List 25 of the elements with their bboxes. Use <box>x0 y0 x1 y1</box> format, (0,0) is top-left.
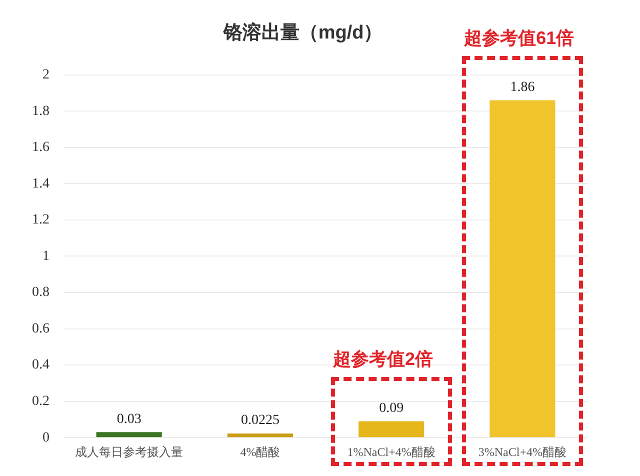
y-tick-label: 1.8 <box>32 104 50 119</box>
y-tick-label: 1 <box>42 248 50 264</box>
data-label: 1.86 <box>510 80 535 95</box>
y-tick-label: 0.2 <box>32 394 50 409</box>
bar <box>358 421 424 438</box>
x-tick-label: 3%NaCl+4%醋酸 <box>478 444 566 459</box>
y-tick-label: 0.6 <box>32 321 50 336</box>
bar <box>96 432 162 438</box>
y-tick-label: 1.6 <box>32 140 50 156</box>
y-tick-label: 0.8 <box>32 285 50 300</box>
y-tick-label: 0 <box>42 430 50 446</box>
x-tick-label: 成人每日参考摄入量 <box>75 444 184 459</box>
x-tick-label: 1%NaCl+4%醋酸 <box>347 444 436 459</box>
chart-title: 铬溶出量（mg/d） <box>222 22 383 44</box>
data-label: 0.09 <box>379 400 404 416</box>
y-tick-label: 1.2 <box>32 212 50 228</box>
y-tick-label: 1.4 <box>32 176 50 192</box>
x-tick-label: 4%醋酸 <box>240 444 280 459</box>
bar <box>227 434 293 438</box>
y-tick-label: 2 <box>42 67 50 82</box>
text: 超参考值61倍 <box>463 28 574 48</box>
data-label: 0.0225 <box>240 413 280 428</box>
annotation: 超参考值2倍 <box>332 349 434 370</box>
data-label: 0.03 <box>116 412 142 427</box>
y-tick-label: 0.4 <box>32 358 50 373</box>
